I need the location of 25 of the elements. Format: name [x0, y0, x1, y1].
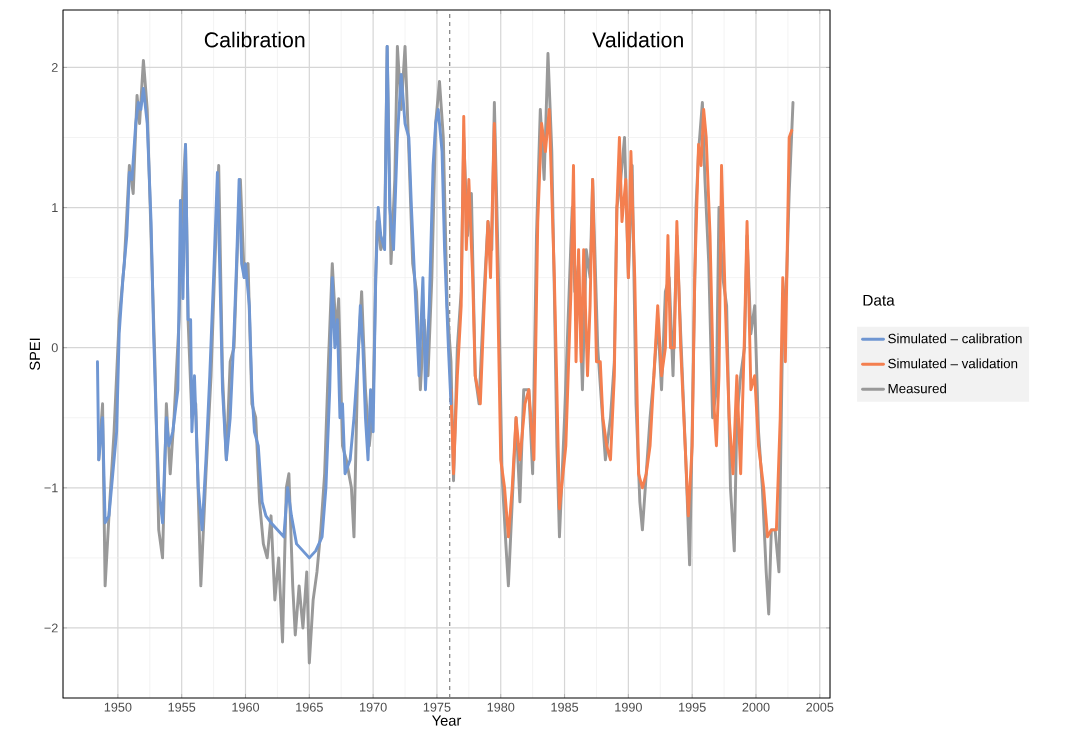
legend-label: Simulated – validation [888, 358, 1018, 369]
y-tick-label: 2 [51, 63, 58, 72]
x-tick-label: 1955 [168, 702, 196, 712]
legend-title: Data [863, 294, 895, 306]
x-tick-label: 1970 [360, 702, 387, 712]
x-tick-label: 1980 [487, 702, 515, 712]
y-tick-label: −1 [44, 483, 58, 493]
annotation: Validation [592, 31, 683, 48]
x-axis-title: Year [432, 715, 462, 726]
x-tick-label: 1965 [296, 702, 323, 712]
y-tick-label: 1 [52, 203, 58, 212]
y-axis-title: SPEI [29, 338, 41, 371]
y-tick-label: −2 [44, 623, 58, 633]
x-tick-label: 1950 [104, 702, 132, 712]
x-tick-label: 2005 [806, 702, 834, 712]
x-tick-label: 1960 [232, 702, 260, 712]
x-tick-label: 1990 [615, 702, 642, 712]
x-tick-label: 2000 [742, 702, 770, 712]
x-tick-label: 1975 [423, 702, 451, 712]
annotation: Calibration [204, 31, 305, 48]
x-tick-label: 1985 [551, 702, 579, 712]
legend-label: Simulated – calibration [888, 333, 1022, 344]
x-tick-label: 1995 [679, 702, 706, 712]
legend-label: Measured [888, 383, 947, 394]
y-tick-label: 0 [51, 343, 58, 353]
